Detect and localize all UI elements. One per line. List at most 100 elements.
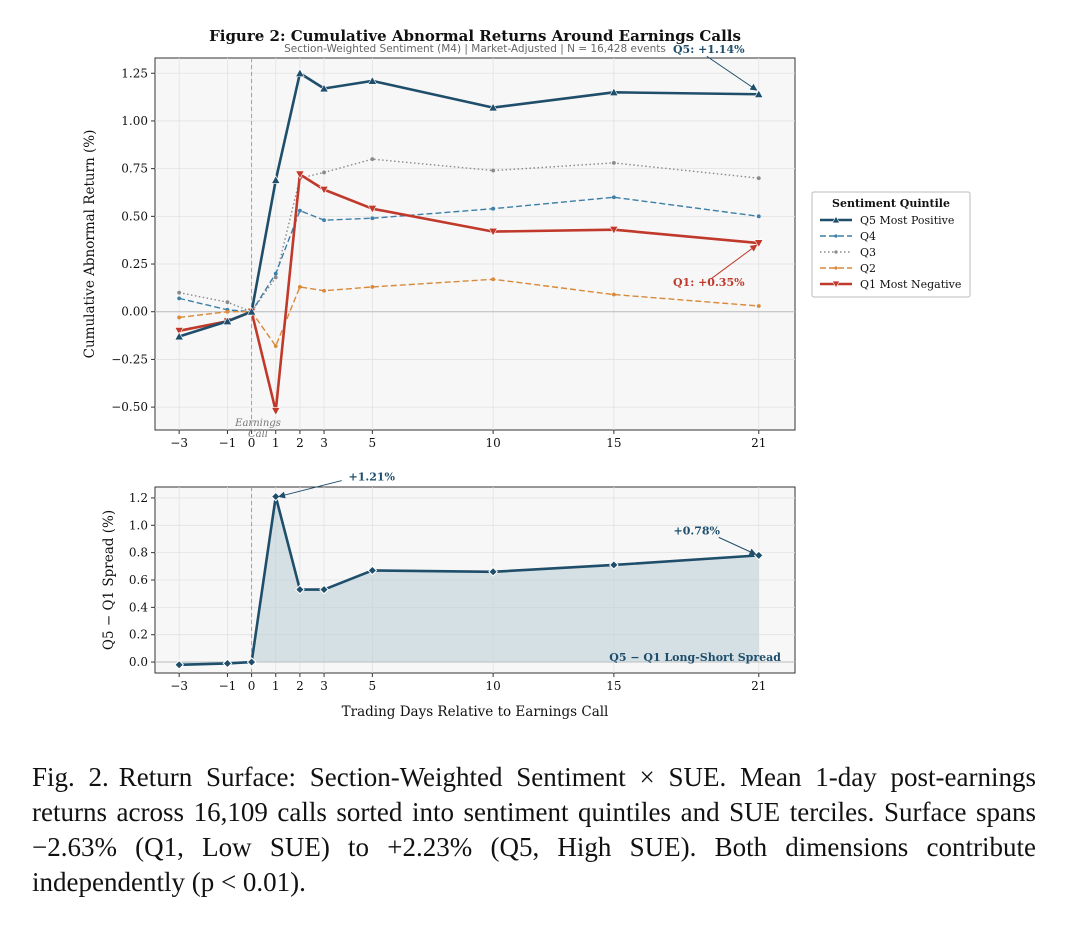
x-tick-label: 15 [606, 679, 621, 693]
data-point-q1-most-negative [754, 239, 764, 248]
spread-inline-label: Q5 − Q1 Long-Short Spread [609, 651, 781, 664]
end-annotation-label: +0.78% [674, 524, 721, 537]
data-point-q2 [225, 309, 230, 314]
top-plot-area [154, 57, 796, 431]
data-point-q2 [297, 285, 302, 289]
data-point-q5-most-positive [319, 83, 329, 93]
legend-items: Q5 Most Positive Q4 Q3 Q2 Q1 Most Negative [820, 214, 961, 291]
x-tick-label: 5 [369, 436, 377, 450]
data-point-q1-most-negative [488, 227, 498, 237]
data-point-q3 [491, 168, 496, 173]
data-point-q1-most-negative [367, 205, 378, 214]
spread-area-fill [179, 496, 759, 665]
y-tick-label: 0.8 [129, 546, 148, 560]
series-line-q4 [178, 196, 759, 313]
data-point-q2 [273, 344, 278, 348]
x-tick-label: −3 [170, 679, 188, 693]
bottom-y-axis: 0.0 0.2 0.4 0.6 0.8 1.0 1.2 [129, 491, 155, 669]
bottom-annotations: +1.21% +0.78% [278, 471, 757, 555]
q1-annotation-label: Q1: +0.35% [673, 276, 745, 289]
data-point-q4 [273, 271, 278, 276]
figure-title: Figure 2: Cumulative Abnormal Returns Ar… [209, 27, 741, 45]
legend-label-q3: Q3 [860, 246, 876, 259]
bottom-series-group [174, 491, 764, 670]
x-tick-label: 10 [485, 436, 500, 450]
data-point-q2 [756, 304, 761, 308]
series-line-q2 [179, 278, 759, 347]
data-point-q2 [491, 277, 496, 282]
data-point-q2 [611, 292, 616, 297]
x-tick-label: 15 [606, 436, 621, 450]
y-tick-label: 0.00 [121, 305, 148, 319]
data-point-q4 [322, 218, 326, 223]
data-point-q5-q1-long-short-spread [319, 584, 329, 595]
data-point-q1-most-negative [271, 407, 281, 416]
q5-annotation-label: Q5: +1.14% [673, 43, 745, 56]
data-point-q2 [322, 288, 326, 293]
legend: Sentiment Quintile Q5 Most PositiveQ4Q3Q… [811, 191, 971, 298]
data-point-q5-q1-long-short-spread [294, 584, 305, 595]
legend-label-q4: Q4 [860, 230, 876, 243]
series-line-q5-q1-long-short-spread [179, 495, 759, 667]
x-tick-label: 1 [272, 436, 280, 450]
y-tick-label: 0.2 [129, 628, 148, 642]
legend-marker-q1-most-negative [831, 280, 841, 289]
x-tick-label: 1 [272, 679, 280, 693]
y-tick-label: 0.75 [121, 162, 148, 176]
legend-marker-q2 [834, 266, 838, 270]
series-line-q5-most-positive [178, 71, 759, 338]
legend-label-q5-most-positive: Q5 Most Positive [860, 214, 954, 227]
x-tick-label: 21 [751, 679, 766, 693]
top-series-group [174, 68, 764, 416]
bottom-x-axis: −3 −1 0 1 2 3 5 10 15 21 [170, 673, 766, 693]
q1-annotation-arrow [710, 244, 758, 280]
legend-box [811, 191, 971, 298]
data-point-q5-q1-long-short-spread [488, 566, 499, 577]
figure-caption: Fig. 2. Return Surface: Section-Weighted … [32, 760, 1036, 900]
y-tick-label: −0.50 [111, 400, 148, 414]
data-point-q5-q1-long-short-spread [367, 565, 378, 576]
legend-label-q1-most-negative: Q1 Most Negative [860, 278, 961, 291]
top-y-axis: −0.50 −0.25 0.00 0.25 0.50 0.75 1.00 1.25 [111, 66, 155, 414]
x-tick-label: 2 [296, 436, 304, 450]
x-tick-label: 5 [369, 679, 377, 693]
legend-marker-q4 [834, 234, 838, 238]
y-tick-label: 1.25 [121, 66, 148, 80]
y-tick-label: 0.0 [129, 655, 148, 669]
figure-canvas: Figure 2: Cumulative Abnormal Returns Ar… [82, 27, 971, 720]
data-point-q1-most-negative [174, 327, 184, 336]
x-tick-label: 10 [485, 679, 500, 693]
y-tick-label: 1.00 [121, 114, 148, 128]
data-point-q3 [273, 275, 278, 280]
bottom-y-axis-label: Q5 − Q1 Spread (%) [101, 510, 117, 650]
data-point-q4 [177, 296, 182, 301]
y-tick-label: 0.4 [129, 600, 148, 614]
x-tick-label: −1 [219, 436, 237, 450]
data-point-q1-most-negative [295, 170, 305, 180]
data-point-q3 [611, 161, 616, 165]
y-tick-label: 0.6 [129, 573, 148, 587]
spread-chart: 0.0 0.2 0.4 0.6 0.8 1.0 1.2 −3 −1 0 1 2 3 5 10 15 21 +1… [101, 471, 796, 720]
x-axis-label: Trading Days Relative to Earnings Call [342, 704, 609, 720]
data-point-q5-q1-long-short-spread [246, 657, 257, 667]
legend-marker-q3 [834, 250, 838, 254]
data-point-q5-most-positive [609, 87, 619, 96]
data-point-q4 [491, 206, 496, 211]
top-gridlines [155, 58, 795, 430]
data-point-q5-q1-long-short-spread [222, 658, 233, 669]
top-x-axis: −3 −1 0 1 2 3 5 10 15 21 [170, 430, 766, 450]
x-tick-label: 21 [751, 436, 766, 450]
data-point-q2 [370, 285, 375, 289]
data-point-q5-most-positive [271, 175, 281, 184]
data-point-q3 [225, 300, 230, 305]
legend-label-q2: Q2 [860, 262, 876, 275]
figure-subtitle: Section-Weighted Sentiment (M4) | Market… [284, 43, 666, 55]
caption-text: Return Surface: Section-Weighted Sentime… [32, 762, 1036, 897]
x-tick-label: 3 [320, 436, 328, 450]
x-tick-label: 0 [248, 436, 256, 450]
event-label-line2: Call [248, 429, 268, 440]
peak-annotation-arrow [278, 480, 342, 499]
y-tick-label: 0.25 [121, 257, 148, 271]
data-point-q5-most-positive [246, 306, 257, 316]
legend-title: Sentiment Quintile [832, 197, 950, 210]
